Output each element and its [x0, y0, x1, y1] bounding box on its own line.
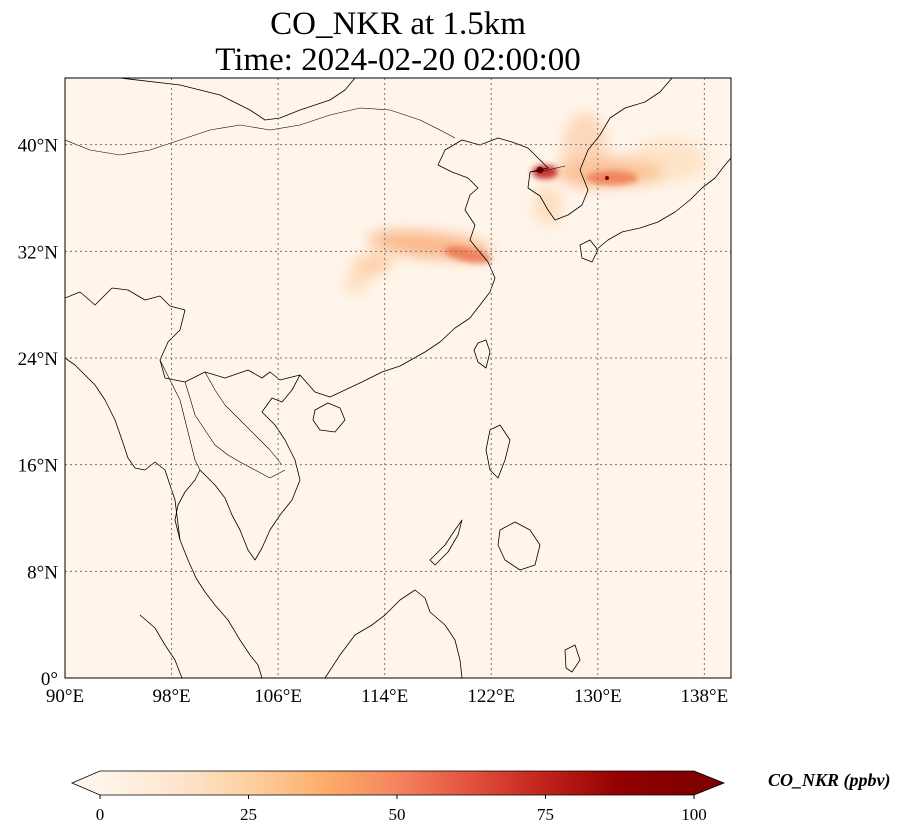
border-korea	[529, 165, 566, 173]
island-hainan	[312, 402, 346, 433]
border-china-mongolia	[65, 107, 456, 156]
lat-tick-label: 40°N	[18, 136, 59, 157]
plume-japan-core	[586, 171, 638, 185]
lat-tick-label: 16°N	[18, 456, 59, 477]
lon-tick-label: 138°E	[681, 686, 729, 707]
lon-tick-label: 98°E	[152, 686, 190, 707]
plume-layer	[343, 112, 708, 294]
longitude-tick-labels: 90°E 98°E 106°E 114°E 122°E 130°E 138°E	[46, 686, 728, 707]
colorbar-ticks: 0 25 50 75 100	[96, 795, 707, 824]
colorbar-tick-label: 25	[240, 805, 257, 824]
lat-tick-label: 0°	[41, 669, 58, 690]
plume-japan-hotspot	[605, 176, 609, 180]
island-sumatra-tip	[139, 614, 183, 678]
map-title: CO_NKR at 1.5km	[270, 6, 526, 42]
plume-korea-peninsula	[563, 112, 607, 188]
island-philippines-mindanao	[497, 521, 541, 571]
plume-north-korea-core	[532, 165, 558, 179]
coastline-sulawesi	[564, 644, 581, 673]
coastline-north-top	[119, 78, 356, 121]
island-taiwan	[473, 339, 491, 369]
colorbar-extend-max	[694, 771, 724, 795]
colorbar-bar	[100, 771, 694, 795]
plume-yangtze-core	[444, 246, 492, 264]
border-myanmar-thailand	[159, 359, 201, 471]
lon-tick-label: 114°E	[361, 686, 408, 707]
island-japan-kyushu	[579, 239, 599, 263]
map-subtitle-time: Time: 2024-02-20 02:00:00	[215, 42, 581, 78]
lat-tick-label: 32°N	[18, 242, 59, 263]
colorbar: 0 25 50 75 100	[70, 770, 726, 824]
lat-tick-label: 8°N	[27, 562, 58, 583]
plume-central-china	[350, 251, 394, 279]
island-philippines-luzon	[485, 424, 511, 479]
island-japan-honshu	[595, 157, 731, 251]
lon-tick-label: 90°E	[46, 686, 84, 707]
plume-sea-of-japan	[632, 138, 708, 182]
coastline-gulf-of-tonkin	[174, 374, 301, 678]
colorbar-label: CO_NKR (ppbv)	[768, 770, 891, 790]
colorbar-tick-label: 75	[537, 805, 554, 824]
colorbar-tick-label: 0	[96, 805, 105, 824]
plume-central-china-tail	[343, 276, 367, 294]
colorbar-tick-label: 50	[389, 805, 406, 824]
colorbar-extend-min	[72, 771, 100, 795]
map-frame	[64, 77, 732, 679]
island-borneo	[324, 589, 463, 678]
lon-tick-label: 106°E	[254, 686, 302, 707]
border-southeast-asia	[184, 381, 286, 479]
coastline-western-coast	[65, 357, 181, 541]
graticule	[65, 78, 731, 678]
plume-yellow-sea	[534, 185, 562, 225]
lon-tick-label: 122°E	[467, 686, 515, 707]
lat-tick-label: 24°N	[18, 349, 59, 370]
border-laos-vietnam	[204, 371, 283, 466]
latitude-tick-labels: 0° 8°N 16°N 24°N 32°N 40°N	[18, 136, 59, 690]
island-palawan	[429, 519, 463, 566]
colorbar-tick-label: 100	[681, 805, 707, 824]
lon-tick-label: 130°E	[574, 686, 622, 707]
